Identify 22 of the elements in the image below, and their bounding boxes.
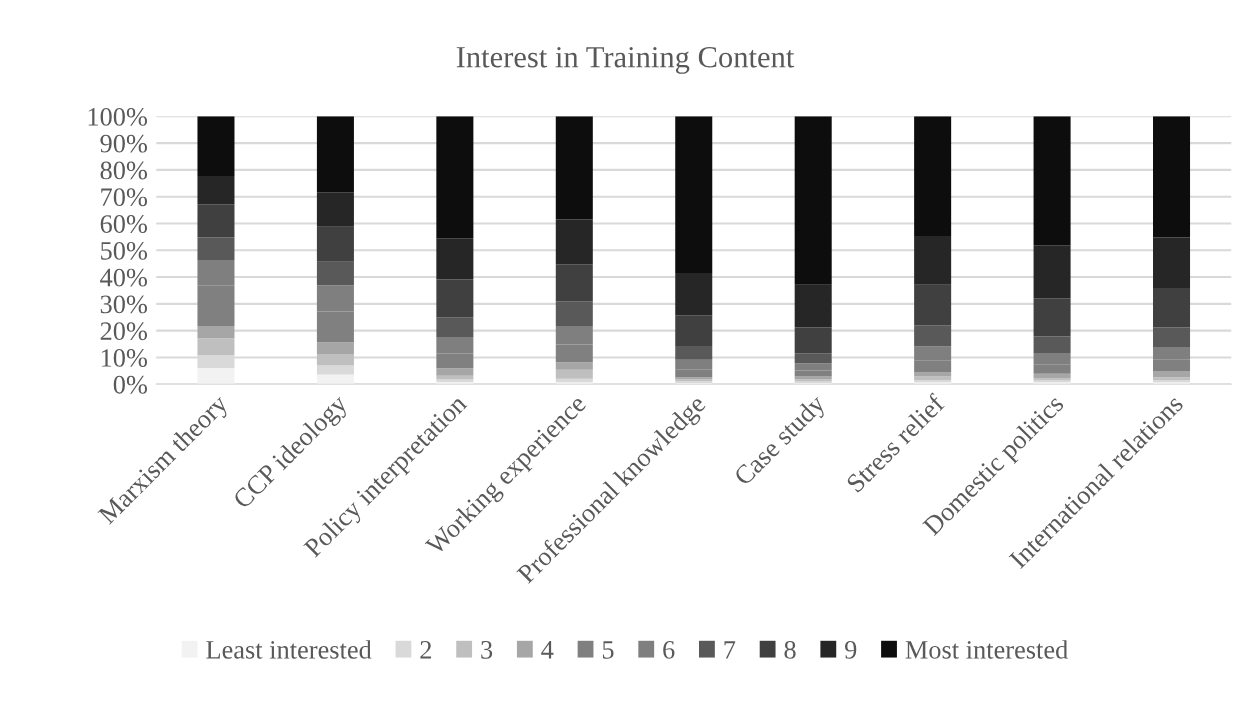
y-tick-label: 60% [100,215,148,233]
legend-label: 3 [481,641,493,659]
legend-label: 5 [602,641,614,659]
y-tick-label: 0% [113,375,148,394]
y-tick-label: 80% [100,161,148,180]
y-tick-label: 90% [100,134,148,153]
legend-label: Least interested [206,640,372,659]
legend-label: 6 [663,641,675,659]
legend-label: 9 [845,641,857,659]
legend-label: Most interested [905,640,1068,659]
legend-label: 2 [420,641,432,659]
y-tick-label: 100% [88,107,148,126]
legend-label: 4 [541,641,554,659]
legend-label: 7 [724,641,736,659]
y-tick-label: 70% [101,188,148,207]
y-tick-label: 30% [100,295,148,314]
legend-label: 8 [784,640,796,659]
y-tick-label: 40% [100,268,148,287]
y-tick-label: 50% [101,241,148,260]
y-tick-label: 20% [100,322,148,341]
y-tick-label: 10% [101,349,148,367]
chart-title: Interest in Training Content [456,46,795,74]
